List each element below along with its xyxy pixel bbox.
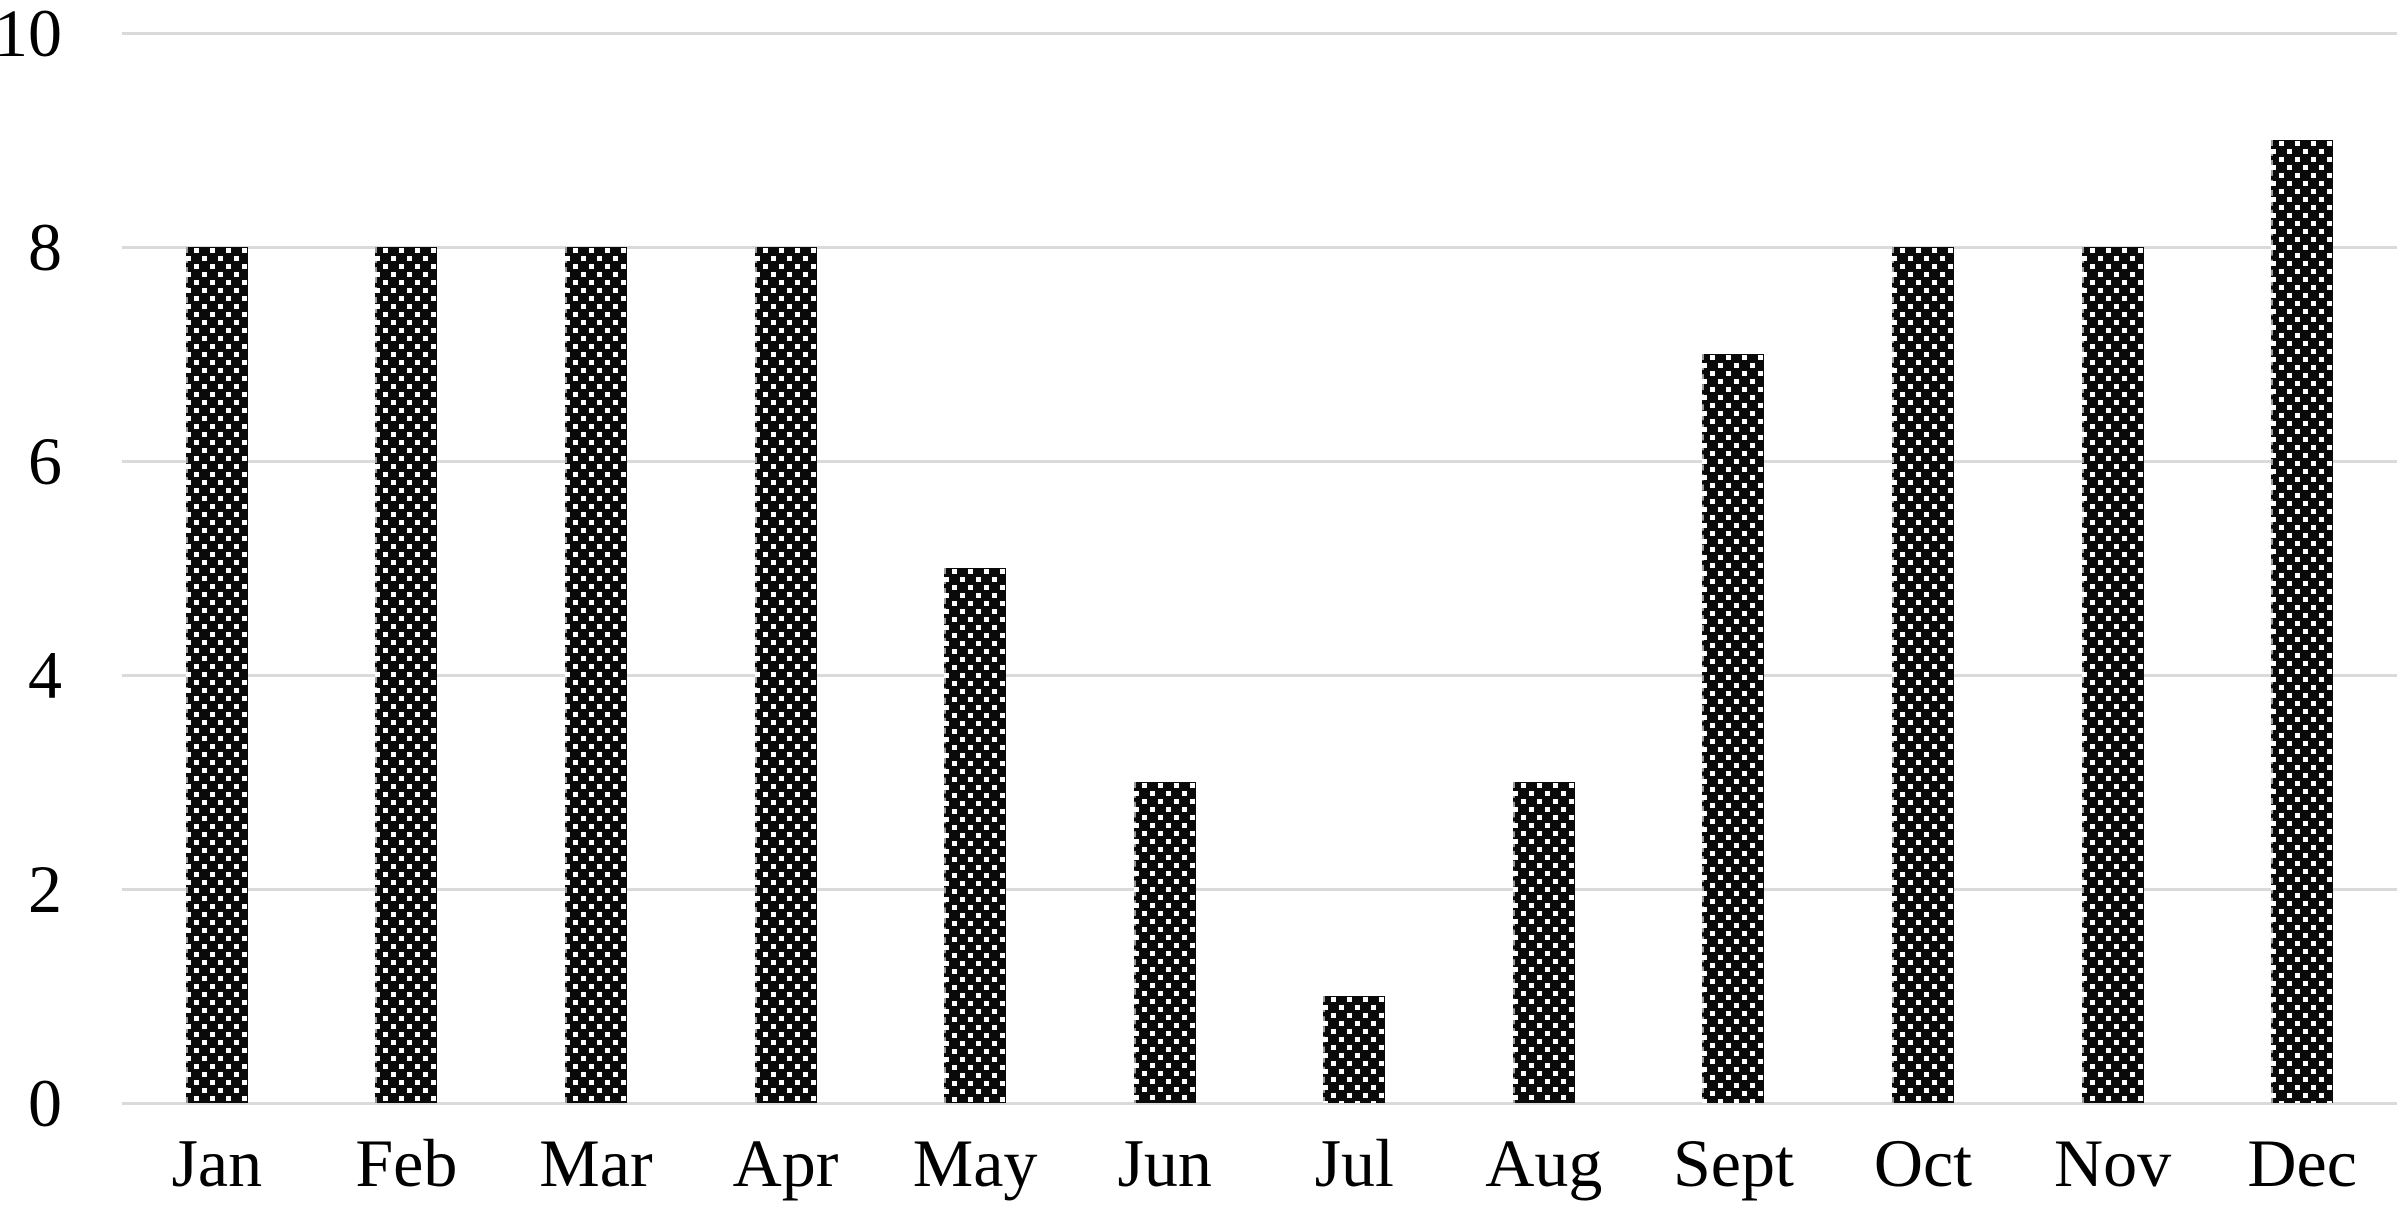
x-label-jun: Jun [1117, 1125, 1212, 1201]
bar-jul [1323, 996, 1386, 1103]
gridline-8 [122, 245, 2397, 249]
bar-slot-jan [122, 33, 312, 1103]
x-label-jan: Jan [171, 1125, 263, 1201]
x-label-apr: Apr [732, 1125, 839, 1201]
bar-slot-nov [2018, 33, 2208, 1103]
bar-mar [564, 247, 627, 1103]
bar-slot-oct [1828, 33, 2018, 1103]
x-label-feb: Feb [355, 1125, 458, 1201]
bar-nov [2081, 247, 2144, 1103]
x-label-mar: Mar [539, 1125, 653, 1201]
y-tick-label-6: 6 [28, 423, 62, 499]
bar-slot-jun [1070, 33, 1260, 1103]
y-axis: 0 2 4 6 8 10 [0, 0, 62, 1137]
x-label-nov: Nov [2054, 1125, 2172, 1201]
gridline-0 [122, 1101, 2397, 1105]
bar-may [944, 568, 1007, 1103]
bar-dec [2271, 140, 2334, 1103]
gridline-4 [122, 673, 2397, 677]
x-label-may: May [912, 1125, 1038, 1201]
bar-jun [1133, 782, 1196, 1103]
x-label-aug: Aug [1485, 1125, 1603, 1201]
bars-row [122, 33, 2397, 1103]
gridline-6 [122, 459, 2397, 463]
y-tick-label-2: 2 [28, 851, 62, 927]
gridline-2 [122, 887, 2397, 891]
bar-slot-feb [312, 33, 502, 1103]
bar-slot-mar [501, 33, 691, 1103]
x-label-jul: Jul [1314, 1125, 1394, 1201]
gridline-10 [122, 31, 2397, 35]
bar-slot-may [880, 33, 1070, 1103]
bar-slot-jul [1259, 33, 1449, 1103]
y-tick-label-10: 10 [0, 0, 62, 71]
y-tick-label-0: 0 [28, 1065, 62, 1141]
bar-slot-sept [1639, 33, 1829, 1103]
x-label-dec: Dec [2247, 1125, 2357, 1201]
x-label-oct: Oct [1873, 1125, 1973, 1201]
x-label-sept: Sept [1672, 1125, 1794, 1201]
y-tick-label-8: 8 [28, 209, 62, 285]
bar-slot-apr [691, 33, 881, 1103]
bar-slot-aug [1449, 33, 1639, 1103]
bar-jan [185, 247, 248, 1103]
y-tick-label-4: 4 [28, 637, 62, 713]
bar-apr [754, 247, 817, 1103]
bar-slot-dec [2207, 33, 2397, 1103]
plot-area [122, 31, 2397, 1105]
bar-aug [1512, 782, 1575, 1103]
bar-sept [1702, 354, 1765, 1103]
bar-feb [375, 247, 438, 1103]
x-axis: Jan Feb Mar Apr May Jun Jul Aug Sept Oct Nov Dec [122, 1103, 2397, 1225]
bar-oct [1891, 247, 1954, 1103]
